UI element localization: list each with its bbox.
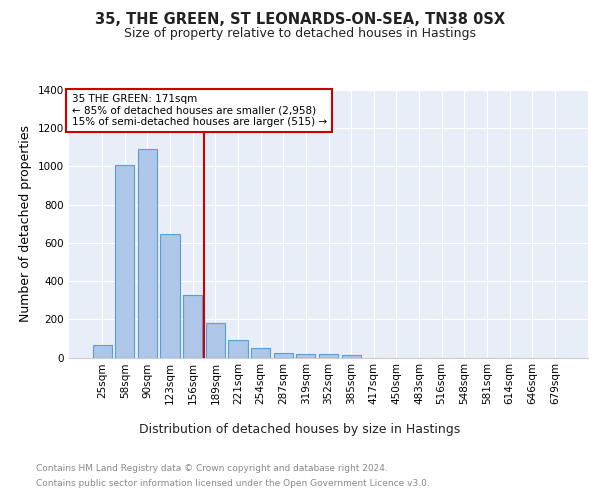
Bar xyxy=(92,345,112,358)
Bar xyxy=(206,323,225,358)
Text: 35 THE GREEN: 171sqm
← 85% of detached houses are smaller (2,958)
15% of semi-de: 35 THE GREEN: 171sqm ← 85% of detached h… xyxy=(71,94,327,127)
Bar xyxy=(341,355,361,358)
Text: Contains HM Land Registry data © Crown copyright and database right 2024.: Contains HM Land Registry data © Crown c… xyxy=(36,464,388,473)
Text: Size of property relative to detached houses in Hastings: Size of property relative to detached ho… xyxy=(124,28,476,40)
Text: 35, THE GREEN, ST LEONARDS-ON-SEA, TN38 0SX: 35, THE GREEN, ST LEONARDS-ON-SEA, TN38 … xyxy=(95,12,505,28)
Bar xyxy=(138,149,157,358)
Text: Contains public sector information licensed under the Open Government Licence v3: Contains public sector information licen… xyxy=(36,479,430,488)
Bar xyxy=(251,348,270,358)
Bar xyxy=(115,164,134,358)
Y-axis label: Number of detached properties: Number of detached properties xyxy=(19,125,32,322)
Bar xyxy=(274,352,293,358)
Bar xyxy=(319,354,338,358)
Bar xyxy=(229,340,248,357)
Text: Distribution of detached houses by size in Hastings: Distribution of detached houses by size … xyxy=(139,422,461,436)
Bar xyxy=(160,234,180,358)
Bar xyxy=(183,296,202,358)
Bar xyxy=(296,354,316,358)
